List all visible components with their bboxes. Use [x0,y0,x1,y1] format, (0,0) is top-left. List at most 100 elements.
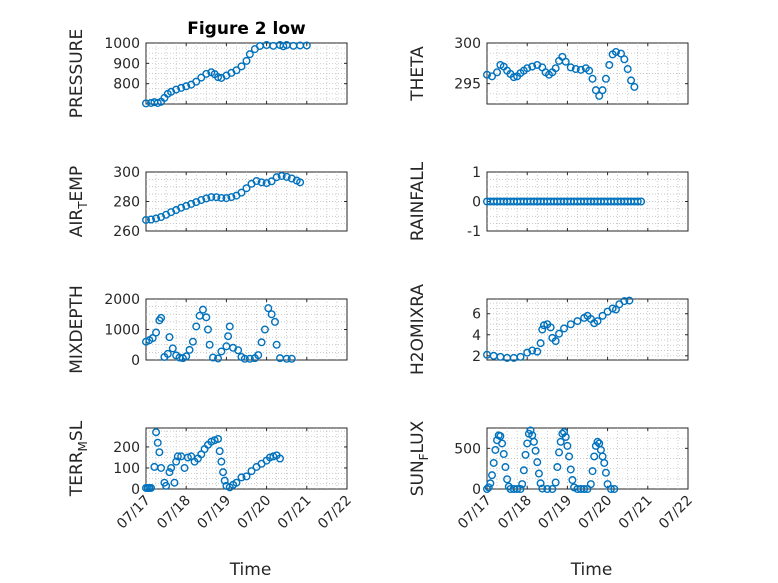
x-tick-label: 07/19 [535,493,575,533]
data-point [601,74,610,83]
data-point [192,322,201,331]
data-point [518,480,527,489]
data-point [257,338,266,347]
data-point [571,65,580,74]
y-tick-label: 2000 [104,292,140,308]
data-point [593,437,602,446]
data-point [488,72,497,81]
data-point [551,478,560,487]
x-tick-label: 07/21 [275,493,315,533]
data-point [227,193,236,202]
y-axis-label: AIRTEMP [67,166,90,237]
data-point [498,439,507,448]
data-point [528,62,537,71]
data-point [586,480,595,489]
data-point [225,322,234,331]
data-point [489,458,498,467]
data-point [598,311,607,320]
data-point [155,448,164,457]
data-point [566,320,575,329]
data-point [493,68,502,77]
y-axis-label: TERRMSL [67,420,90,497]
data-point [264,304,273,313]
data-point [595,91,604,100]
data-point [165,333,174,342]
y-axis-label: H2OMIXRA [408,284,428,375]
data-point [501,463,510,472]
y-tick-label: 300 [113,165,140,181]
data-point [217,193,226,202]
data-point [551,64,560,73]
data-point [528,346,537,355]
data-point [483,70,492,79]
x-tick-label: 07/21 [616,493,656,533]
subplot-mixdepth: 0 1000 2000 MIXDEPTH [67,285,348,374]
data-point [561,432,570,441]
y-tick-label: 260 [113,224,140,240]
data-point [277,171,286,180]
x-tick-label: 07/18 [495,493,535,533]
data-point [148,334,157,343]
data-point [192,77,201,86]
data-point [563,441,572,450]
data-series [141,171,305,224]
y-tick-label: 280 [113,195,140,211]
data-point [257,178,266,187]
data-point [555,448,564,457]
data-point [157,463,166,472]
data-point [172,85,181,94]
data-point [252,176,261,185]
data-point [521,450,530,459]
data-point [623,65,632,74]
x-tick-label: 07/20 [576,493,616,533]
data-point [147,483,156,492]
data-series [483,47,639,100]
x-axis-label: Time [229,560,272,580]
data-series [141,428,285,492]
data-point [516,485,525,494]
data-point [153,438,162,447]
x-tick-label: 07/20 [235,493,275,533]
y-tick-label: -1 [467,224,481,240]
subplot-pressure: 800 900 1000 PRESSURE Figure 2 low [67,19,348,118]
data-point [237,188,246,197]
subplot-sun_flux: 0 500 SUNFLUX 07/17 07/18 07/19 07/20 07/21 07/2… [408,420,696,580]
data-point [509,73,518,82]
data-point [519,466,528,475]
data-point [260,325,269,334]
data-point [203,325,212,334]
data-point [538,325,547,334]
data-point [224,332,233,341]
data-point [234,346,243,355]
data-point [499,450,508,459]
data-point [240,354,249,363]
data-point [182,352,191,361]
data-point [536,479,545,488]
data-point [168,344,177,353]
data-point [600,458,609,467]
data-point [219,468,228,477]
data-point [217,347,226,356]
data-point [630,82,639,91]
data-point [566,63,575,72]
subplot-terr_msl: 0 100 200 TERRMSL 07/17 07/18 07/19 07/20 07/21 0… [67,420,355,580]
data-point [606,485,615,494]
data-point [197,196,206,205]
data-point [533,458,542,467]
data-point [262,179,271,188]
data-point [207,193,216,202]
data-point [270,317,279,326]
y-tick-label: 0 [131,482,140,498]
y-tick-label: 0 [472,482,481,498]
data-point [165,468,174,477]
data-point [232,66,241,75]
data-point [588,74,597,83]
data-series [141,304,296,363]
data-point [533,347,542,356]
y-tick-label: 1000 [104,36,140,52]
data-point [202,313,211,322]
data-point [282,172,291,181]
data-point [254,351,263,360]
data-point [565,452,574,461]
